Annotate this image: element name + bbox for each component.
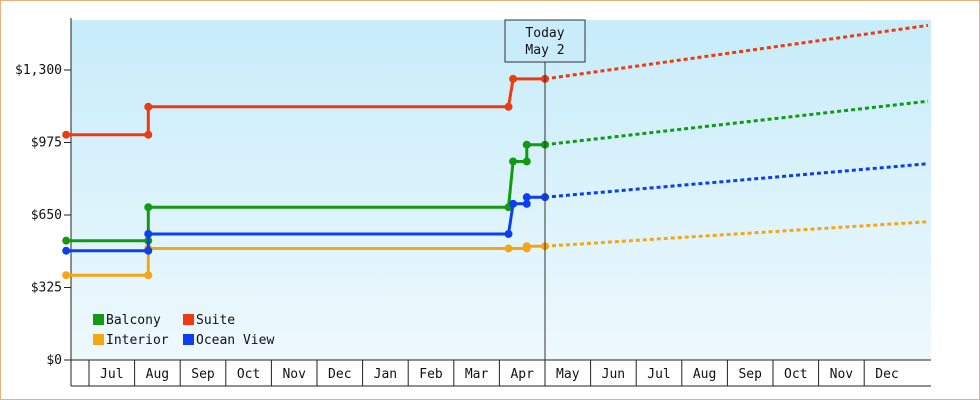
today-marker: Today May 2 [504, 19, 586, 360]
data-point [504, 102, 513, 111]
series-forecast-line [544, 162, 929, 199]
data-point [509, 74, 518, 83]
data-point [144, 229, 153, 238]
data-point [509, 157, 518, 166]
legend-label: Balcony [106, 313, 161, 328]
today-label-box [504, 19, 586, 63]
x-tick-label: Sep [191, 367, 215, 382]
legend-item: Balcony [93, 313, 161, 328]
legend-swatch [183, 334, 194, 345]
plot-area [71, 20, 931, 360]
x-tick-label: Dec [328, 367, 351, 382]
legend-label: Suite [196, 313, 235, 328]
series-layer [62, 23, 929, 280]
x-tick-label: Oct [784, 367, 807, 382]
x-tick-label: Nov [830, 367, 854, 382]
data-point [144, 102, 153, 111]
series-forecast-line [544, 99, 929, 147]
y-tick-label: $325 [31, 281, 62, 296]
x-tick-label: Nov [282, 367, 306, 382]
legend: Balcony Suite Interior Ocean View [93, 313, 274, 348]
data-point [144, 246, 153, 255]
legend-swatch [93, 334, 104, 345]
data-point [62, 236, 71, 245]
x-tick-label: Dec [875, 367, 898, 382]
y-tick-label: $0 [46, 353, 62, 368]
x-tick-label: Jun [602, 367, 625, 382]
data-point [522, 157, 531, 166]
data-point [144, 271, 153, 280]
data-point [504, 229, 513, 238]
y-axis-ticks: $0 $325 $650 $975 $1,300 [15, 63, 71, 368]
series-interior [62, 220, 929, 280]
series-suite [62, 23, 929, 139]
data-point [509, 199, 518, 208]
x-tick-label: Sep [738, 367, 762, 382]
legend-label: Interior [106, 333, 169, 348]
x-tick-label: Feb [419, 367, 443, 382]
data-point [522, 242, 531, 251]
x-tick-label: Aug [146, 367, 169, 382]
data-point [522, 140, 531, 149]
legend-label: Ocean View [196, 333, 274, 348]
x-tick-label: Aug [693, 367, 716, 382]
legend-item: Suite [183, 313, 235, 328]
data-point [62, 130, 71, 139]
x-tick-label: Oct [237, 367, 260, 382]
axes [70, 18, 931, 387]
x-tick-label: May [556, 367, 580, 382]
y-tick-label: $650 [31, 208, 62, 223]
legend-swatch [183, 314, 194, 325]
y-tick-label: $975 [31, 136, 62, 151]
x-axis-ticks: Jul Aug Sep Oct Nov Dec Jan Feb Mar Apr May Jun Jul A… [88, 360, 899, 386]
data-point [62, 246, 71, 255]
data-point [62, 271, 71, 280]
data-point [522, 193, 531, 202]
series-forecast-line [544, 23, 929, 81]
x-tick-label: Mar [465, 367, 489, 382]
x-tick-label: Apr [510, 367, 534, 382]
data-point [504, 244, 513, 253]
data-point [144, 130, 153, 139]
data-point [144, 203, 153, 212]
today-label: Today [525, 26, 564, 41]
legend-swatch [93, 314, 104, 325]
series-forecast-line [544, 220, 929, 248]
x-tick-label: Jul [647, 367, 670, 382]
x-tick-label: Jul [100, 367, 123, 382]
series-history-line [66, 77, 545, 137]
y-tick-label: $1,300 [15, 63, 62, 78]
data-point [522, 199, 531, 208]
series-ocean-view [62, 162, 929, 255]
legend-item: Interior [93, 333, 169, 348]
today-date: May 2 [525, 43, 564, 58]
x-tick-label: Jan [374, 367, 397, 382]
legend-item: Ocean View [183, 333, 274, 348]
